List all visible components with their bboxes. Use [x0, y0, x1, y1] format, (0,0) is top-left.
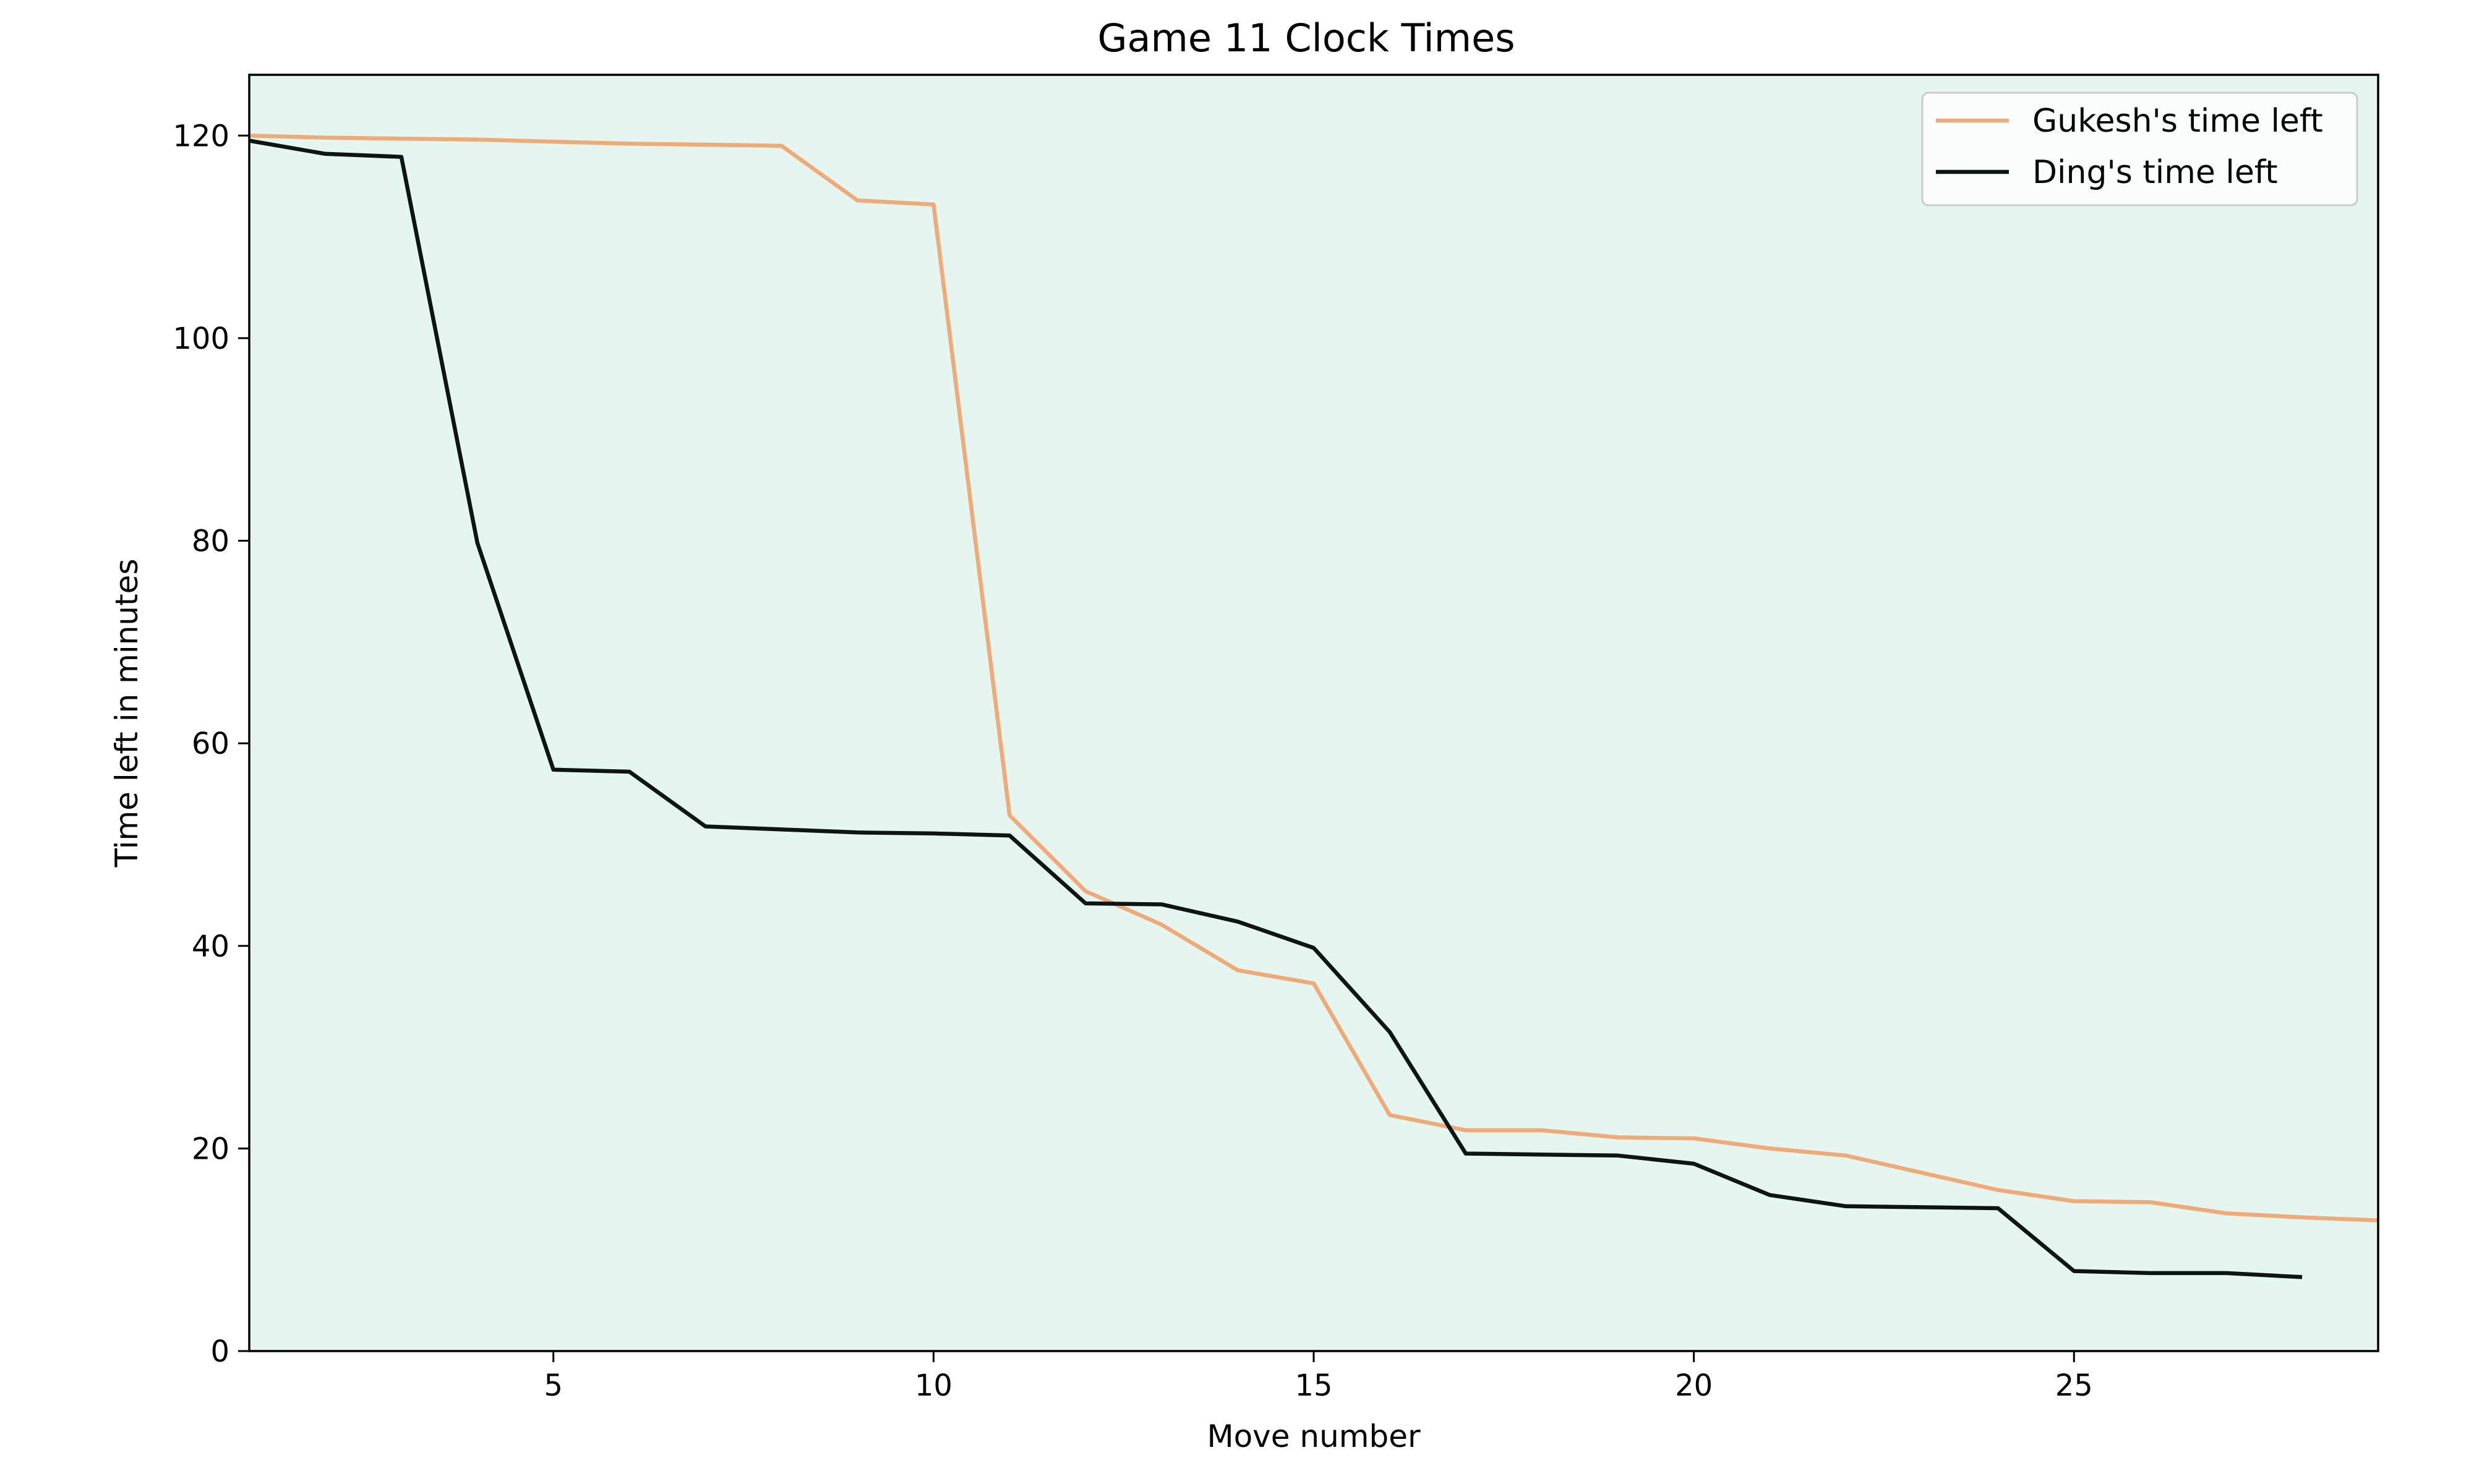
series-line-1: [249, 134, 2379, 1222]
x-tick-label: 20: [1675, 1368, 1713, 1403]
y-tick-label: 60: [192, 727, 229, 761]
y-axis-label: Time left in minutes: [109, 559, 145, 868]
series-line-2: [249, 139, 2303, 1279]
chart-title: Game 11 Clock Times: [1097, 15, 1515, 61]
legend-label-1: Gukesh's time left: [2032, 103, 2323, 140]
x-tick-label: 25: [2055, 1368, 2093, 1403]
x-tick-label: 15: [1295, 1368, 1332, 1403]
y-tick-label: 120: [173, 119, 229, 153]
y-tick-label: 100: [173, 322, 229, 356]
y-axis: 0 20 40 60 80 100 120: [173, 119, 249, 1369]
series-layer: [249, 134, 2379, 1279]
y-tick-label: 0: [210, 1334, 229, 1369]
x-tick-label: 5: [544, 1368, 563, 1403]
x-axis-label: Move number: [1207, 1418, 1421, 1454]
legend-box: [1921, 92, 2358, 207]
x-tick-label: 10: [915, 1368, 952, 1403]
legend-label-2: Ding's time left: [2032, 154, 2278, 191]
y-tick-label: 40: [192, 929, 229, 964]
legend: Gukesh's time left Ding's time left: [1921, 92, 2358, 207]
y-tick-label: 20: [192, 1132, 229, 1166]
x-axis: 5 10 15 20 25: [544, 1351, 2093, 1403]
plot-area: [249, 75, 2378, 1351]
y-tick-label: 80: [192, 524, 229, 559]
